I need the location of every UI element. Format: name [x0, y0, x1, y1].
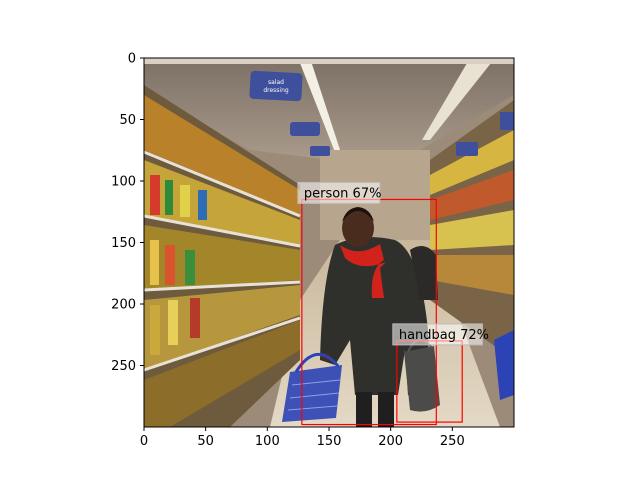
detection-handbag: handbag 72% — [392, 323, 489, 423]
x-tick-label: 200 — [378, 434, 403, 449]
y-tick-label: 100 — [111, 175, 136, 190]
svg-text:dressing: dressing — [263, 87, 289, 94]
y-tick-label: 0 — [128, 52, 136, 67]
x-tick-label: 250 — [440, 434, 465, 449]
y-tick-label: 150 — [111, 236, 136, 251]
x-tick-label: 100 — [255, 434, 280, 449]
detection-person: person 67% — [297, 181, 437, 426]
y-axis-ticks: 0 50 100 150 200 250 — [111, 52, 144, 374]
handbag-label: handbag 72% — [399, 328, 489, 343]
x-tick-label: 150 — [317, 434, 342, 449]
left-shelf-products — [144, 95, 300, 427]
shopping-basket — [282, 353, 342, 422]
y-tick-label: 250 — [111, 359, 136, 374]
x-axis-ticks: 0 50 100 150 200 250 — [140, 427, 465, 449]
x-tick-label: 0 — [140, 434, 148, 449]
svg-text:salad: salad — [268, 79, 284, 86]
x-tick-label: 50 — [197, 434, 214, 449]
handbag-label-background — [392, 323, 483, 346]
y-tick-label: 50 — [119, 113, 136, 128]
y-tick-label: 200 — [111, 298, 136, 313]
person-label: person 67% — [304, 186, 382, 201]
person-label-background — [297, 181, 381, 204]
detection-overlays: person 67% handbag 72% — [297, 181, 489, 426]
shopper-figure — [320, 207, 430, 427]
photo: salad dressing — [143, 58, 514, 427]
right-shelf-products — [430, 130, 514, 295]
